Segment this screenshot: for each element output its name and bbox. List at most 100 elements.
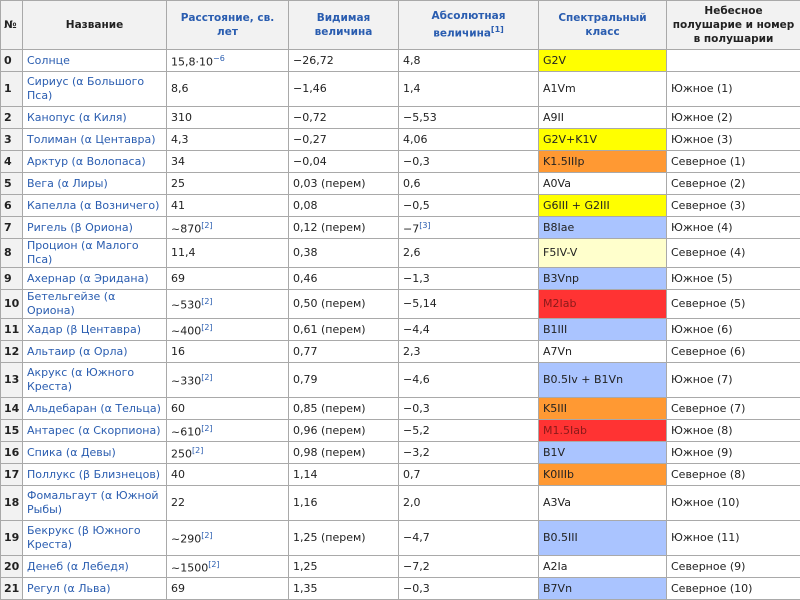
- distance-sup[interactable]: [2]: [201, 531, 213, 541]
- star-name-link[interactable]: Бекрукс (β Южного Креста): [22, 520, 167, 556]
- star-name-link[interactable]: Регул (α Льва): [22, 577, 167, 600]
- header-abs-ref[interactable]: [1]: [490, 25, 504, 35]
- star-name-link[interactable]: Процион (α Малого Пса): [22, 238, 167, 268]
- star-name-link[interactable]: Солнце: [22, 49, 167, 72]
- star-name-link[interactable]: Поллукс (β Близнецов): [22, 463, 167, 486]
- absolute-magnitude-cell: −5,14: [398, 289, 539, 319]
- star-name-link[interactable]: Фомальгаут (α Южной Рыбы): [22, 485, 167, 521]
- header-row: № Название Расстояние, св. лет Видимая в…: [0, 0, 800, 50]
- spectral-class-cell: G2V: [538, 49, 667, 72]
- spectral-class-value[interactable]: A7Vn: [539, 341, 666, 362]
- spectral-class-value[interactable]: A0Va: [539, 173, 666, 194]
- distance-sup[interactable]: [2]: [201, 373, 213, 383]
- spectral-class-value[interactable]: F5IV-V: [539, 239, 666, 267]
- star-name-link[interactable]: Альдебаран (α Тельца): [22, 397, 167, 420]
- visual-magnitude: 1,14: [288, 463, 399, 486]
- star-name-link[interactable]: Акрукс (α Южного Креста): [22, 362, 167, 398]
- distance-sup[interactable]: [2]: [192, 445, 204, 455]
- hemisphere-cell: Южное (11): [666, 520, 800, 556]
- spectral-class-value[interactable]: B1III: [539, 319, 666, 340]
- table-row: 10 Бетельгейзе (α Ориона) ~530[2] 0,50 (пер…: [0, 289, 800, 319]
- header-absolute-magnitude-label[interactable]: Абсолютная величина: [431, 10, 506, 40]
- spectral-class-value[interactable]: G2V+K1V: [539, 129, 666, 150]
- distance-sup[interactable]: [2]: [201, 423, 213, 433]
- spectral-class-value[interactable]: B3Vnp: [539, 268, 666, 289]
- table-row: 1 Сириус (α Большого Пса) 8,6 −1,46 1,4 A1Vm Ю…: [0, 71, 800, 107]
- distance-cell: ~400[2]: [166, 318, 289, 341]
- star-name-link[interactable]: Антарес (α Скорпиона): [22, 419, 167, 442]
- distance-value: ~290: [171, 532, 202, 546]
- row-number: 12: [0, 340, 23, 363]
- absolute-magnitude-cell: −4,6: [398, 362, 539, 398]
- star-name-link[interactable]: Арктур (α Волопаса): [22, 150, 167, 173]
- star-name-link[interactable]: Ахернар (α Эридана): [22, 267, 167, 290]
- absolute-magnitude-sup[interactable]: [3]: [419, 220, 431, 230]
- distance-sup[interactable]: −6: [213, 53, 225, 63]
- header-name[interactable]: Название: [22, 0, 167, 50]
- star-name-link[interactable]: Капелла (α Возничего): [22, 194, 167, 217]
- hemisphere-cell: Южное (6): [666, 318, 800, 341]
- spectral-class-value[interactable]: B8Iae: [539, 217, 666, 238]
- spectral-class-cell: A3Va: [538, 485, 667, 521]
- absolute-magnitude-value: 4,8: [403, 53, 421, 67]
- distance-cell: ~1500[2]: [166, 555, 289, 578]
- spectral-class-cell: A1Vm: [538, 71, 667, 107]
- row-number: 20: [0, 555, 23, 578]
- header-visual-magnitude[interactable]: Видимая величина: [288, 0, 399, 50]
- spectral-class-value[interactable]: A2Ia: [539, 556, 666, 577]
- spectral-class-value[interactable]: A9II: [539, 107, 666, 128]
- spectral-class-value[interactable]: K1.5IIIp: [539, 151, 666, 172]
- distance-sup[interactable]: [2]: [201, 297, 213, 307]
- star-name-link[interactable]: Вега (α Лиры): [22, 172, 167, 195]
- distance-sup[interactable]: [2]: [201, 322, 213, 332]
- spectral-class-value[interactable]: B0.5Iv + B1Vn: [539, 363, 666, 397]
- absolute-magnitude-value: 0,6: [403, 176, 421, 190]
- row-number: 11: [0, 318, 23, 341]
- spectral-class-value[interactable]: G2V: [539, 50, 666, 71]
- spectral-class-value[interactable]: B0.5III: [539, 521, 666, 555]
- star-name-link[interactable]: Сириус (α Большого Пса): [22, 71, 167, 107]
- absolute-magnitude-cell: 2,3: [398, 340, 539, 363]
- spectral-class-value[interactable]: K0IIIb: [539, 464, 666, 485]
- spectral-class-value[interactable]: A1Vm: [539, 72, 666, 106]
- absolute-magnitude-cell: −1,3: [398, 267, 539, 290]
- header-distance[interactable]: Расстояние, св. лет: [166, 0, 289, 50]
- absolute-magnitude-value: 1,4: [403, 82, 421, 95]
- star-name-link[interactable]: Альтаир (α Орла): [22, 340, 167, 363]
- header-spectral-class[interactable]: Спектральный класс: [538, 0, 667, 50]
- absolute-magnitude-cell: −7[3]: [398, 216, 539, 239]
- visual-magnitude: 0,98 (перем): [288, 441, 399, 464]
- hemisphere-cell: Южное (8): [666, 419, 800, 442]
- spectral-class-cell: B0.5III: [538, 520, 667, 556]
- absolute-magnitude-cell: 0,7: [398, 463, 539, 486]
- spectral-class-value[interactable]: G6III + G2III: [539, 195, 666, 216]
- distance-sup[interactable]: [2]: [201, 220, 213, 230]
- star-name-link[interactable]: Канопус (α Киля): [22, 106, 167, 129]
- header-absolute-magnitude[interactable]: Абсолютная величина[1]: [398, 0, 539, 50]
- row-number: 8: [0, 238, 23, 268]
- row-number: 13: [0, 362, 23, 398]
- star-name-link[interactable]: Денеб (α Лебедя): [22, 555, 167, 578]
- star-name-link[interactable]: Бетельгейзе (α Ориона): [22, 289, 167, 319]
- distance-sup[interactable]: [2]: [208, 559, 220, 569]
- spectral-class-cell: F5IV-V: [538, 238, 667, 268]
- star-name-link[interactable]: Спика (α Девы): [22, 441, 167, 464]
- spectral-class-value[interactable]: B1V: [539, 442, 666, 463]
- visual-magnitude: 0,50 (перем): [288, 289, 399, 319]
- visual-magnitude: 0,46: [288, 267, 399, 290]
- star-name-link[interactable]: Хадар (β Центавра): [22, 318, 167, 341]
- absolute-magnitude-value: −5,14: [403, 297, 437, 310]
- table-row: 15 Антарес (α Скорпиона) ~610[2] 0,96 (пере…: [0, 419, 800, 442]
- header-num[interactable]: №: [0, 0, 23, 50]
- spectral-class-value[interactable]: M1.5Iab: [539, 420, 666, 441]
- spectral-class-value[interactable]: B7Vn: [539, 578, 666, 599]
- spectral-class-value[interactable]: K5III: [539, 398, 666, 419]
- distance-value: ~330: [171, 374, 202, 388]
- star-name-link[interactable]: Ригель (β Ориона): [22, 216, 167, 239]
- visual-magnitude: 0,12 (перем): [288, 216, 399, 239]
- spectral-class-value[interactable]: M2Iab: [539, 290, 666, 318]
- distance-cell: 69: [166, 577, 289, 600]
- spectral-class-value[interactable]: A3Va: [539, 486, 666, 520]
- visual-magnitude: 1,25: [288, 555, 399, 578]
- star-name-link[interactable]: Толиман (α Центавра): [22, 128, 167, 151]
